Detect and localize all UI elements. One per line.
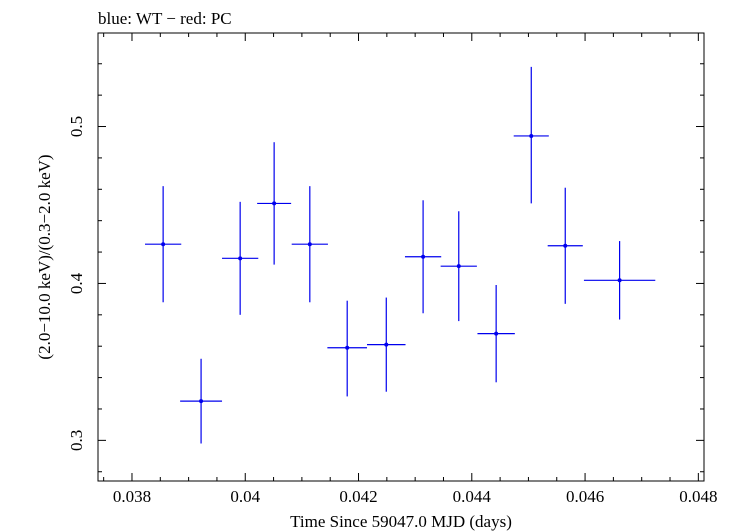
data-marks xyxy=(145,66,656,444)
data-point xyxy=(199,399,204,404)
y-tick-label: 0.3 xyxy=(67,430,86,451)
y-tick-label: 0.4 xyxy=(67,272,86,294)
data-point xyxy=(307,242,312,247)
x-tick-label: 0.042 xyxy=(339,487,377,506)
x-tick-label: 0.04 xyxy=(230,487,260,506)
data-point xyxy=(617,278,622,283)
data-point xyxy=(421,254,426,259)
x-tick-label: 0.046 xyxy=(566,487,604,506)
data-point xyxy=(494,331,499,336)
x-axis-label: Time Since 59047.0 MJD (days) xyxy=(290,512,512,531)
data-point xyxy=(563,243,568,248)
y-tick-label: 0.5 xyxy=(67,116,86,137)
data-point xyxy=(345,345,350,350)
chart-title: blue: WT − red: PC xyxy=(98,9,232,28)
data-point xyxy=(529,133,534,138)
data-point xyxy=(238,256,243,261)
data-point xyxy=(384,342,389,347)
x-tick-label: 0.038 xyxy=(113,487,151,506)
data-point xyxy=(456,264,461,269)
axis-ticks: 0.038 0.04 0.042 0.044 0.046 0.048 0.3 0.4 0.5 xyxy=(67,33,717,506)
x-tick-label: 0.048 xyxy=(679,487,717,506)
x-tick-label: 0.044 xyxy=(453,487,492,506)
y-axis-label: (2.0−10.0 keV)/(0.3−2.0 keV) xyxy=(35,154,54,359)
plot-frame xyxy=(97,32,705,482)
data-point xyxy=(161,242,166,247)
data-point xyxy=(272,201,277,206)
